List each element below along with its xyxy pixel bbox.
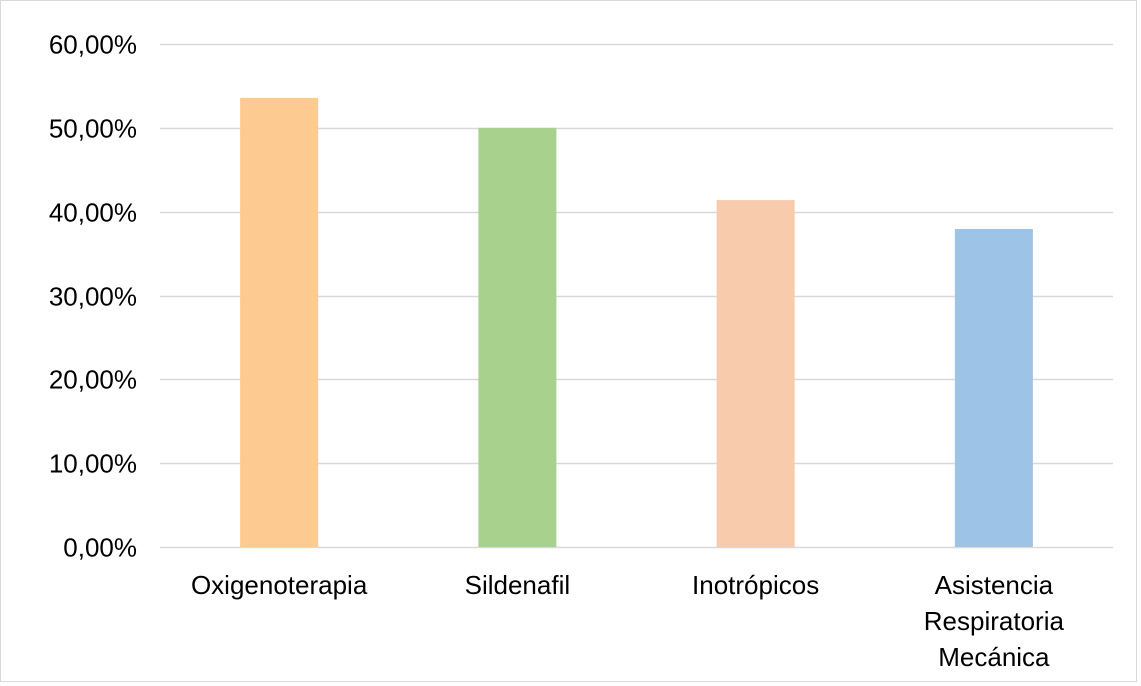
category-label-line: Respiratoria — [924, 606, 1065, 636]
x-category-label: Oxigenoterapia — [191, 570, 368, 600]
y-tick-label: 20,00% — [49, 365, 137, 395]
x-axis-category-labels: Oxigenoterapia Sildenafil Inotrópicos Asist… — [191, 570, 1065, 672]
x-category-label: Inotrópicos — [692, 570, 819, 600]
category-label-line: Inotrópicos — [692, 570, 819, 600]
y-tick-label: 0,00% — [63, 533, 137, 563]
y-tick-label: 10,00% — [49, 449, 137, 479]
category-label-line: Sildenafil — [465, 570, 571, 600]
category-label-line: Oxigenoterapia — [191, 570, 368, 600]
bar-2 — [478, 127, 557, 547]
y-tick-label: 50,00% — [49, 114, 137, 144]
category-label-line: Mecánica — [938, 642, 1050, 672]
y-tick-label: 40,00% — [49, 198, 137, 228]
y-tick-label: 30,00% — [49, 282, 137, 312]
y-axis-tick-labels: 0,00% 10,00% 20,00% 30,00% 40,00% 50,00% 60,00… — [49, 30, 137, 563]
bar-1 — [240, 97, 319, 547]
x-category-label: Sildenafil — [465, 570, 571, 600]
bar-4 — [954, 229, 1033, 547]
bars — [240, 97, 1033, 548]
y-tick-label: 60,00% — [49, 30, 137, 60]
bar-3 — [716, 200, 795, 548]
category-label-line: Asistencia — [935, 570, 1054, 600]
x-category-label: Asistencia Respiratoria Mecánica — [924, 570, 1065, 672]
gridlines — [160, 43, 1113, 549]
